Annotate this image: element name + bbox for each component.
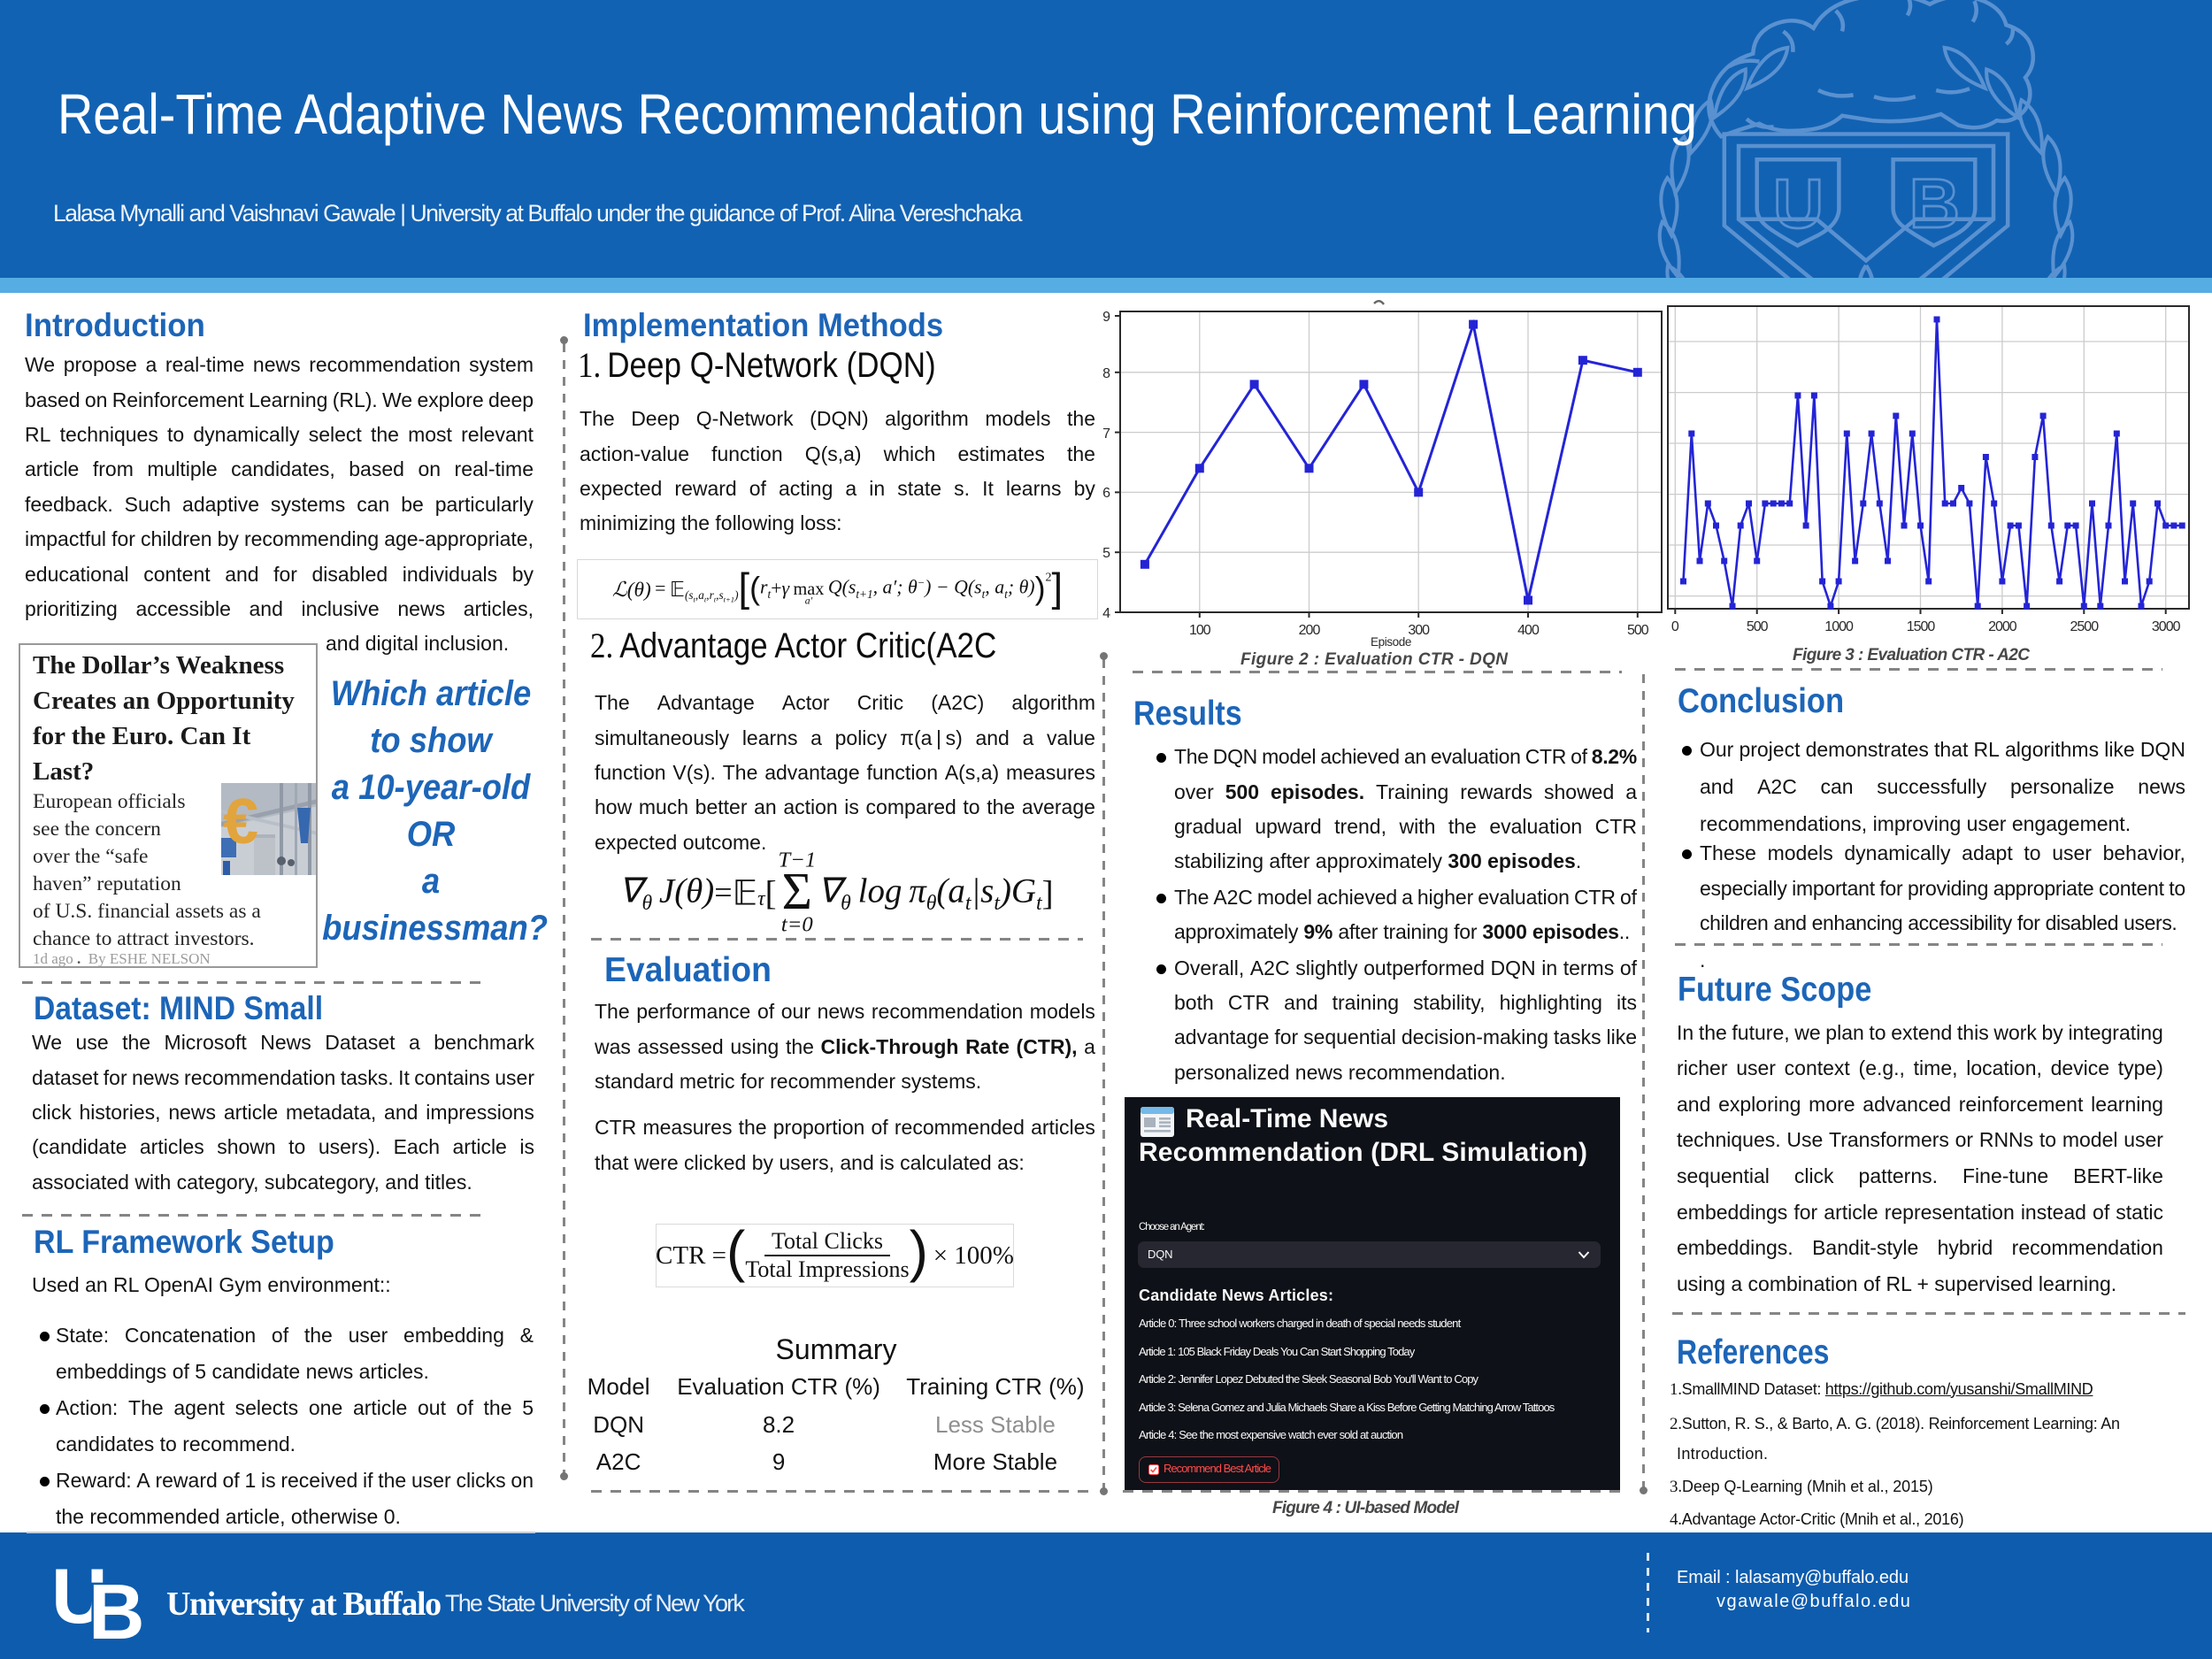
svg-text:9: 9 [1102, 310, 1110, 325]
svg-text:B: B [1909, 164, 1960, 242]
svg-text:1000: 1000 [1824, 619, 1854, 634]
svg-text:500: 500 [1747, 619, 1769, 634]
svg-text:8: 8 [1102, 366, 1110, 381]
svg-text:B: B [88, 1568, 145, 1642]
svg-text:3000: 3000 [2152, 619, 2181, 634]
svg-text:100: 100 [1189, 623, 1211, 638]
svg-text:€: € [223, 787, 258, 857]
svg-text:2500: 2500 [2070, 619, 2100, 634]
svg-text:1500: 1500 [1907, 619, 1936, 634]
svg-text:400: 400 [1517, 623, 1540, 638]
svg-text:500: 500 [1627, 623, 1649, 638]
svg-text:0: 0 [1671, 619, 1679, 634]
svg-text:Episode: Episode [1371, 635, 1411, 649]
svg-text:200: 200 [1299, 623, 1321, 638]
svg-text:2000: 2000 [1988, 619, 2017, 634]
svg-text:U: U [53, 1561, 108, 1640]
svg-text:7: 7 [1102, 426, 1110, 442]
svg-text:300: 300 [1408, 623, 1430, 638]
svg-text:4: 4 [1102, 606, 1110, 621]
svg-text:U: U [1773, 164, 1824, 242]
svg-text:5: 5 [1102, 546, 1110, 561]
svg-text:6: 6 [1102, 486, 1110, 501]
